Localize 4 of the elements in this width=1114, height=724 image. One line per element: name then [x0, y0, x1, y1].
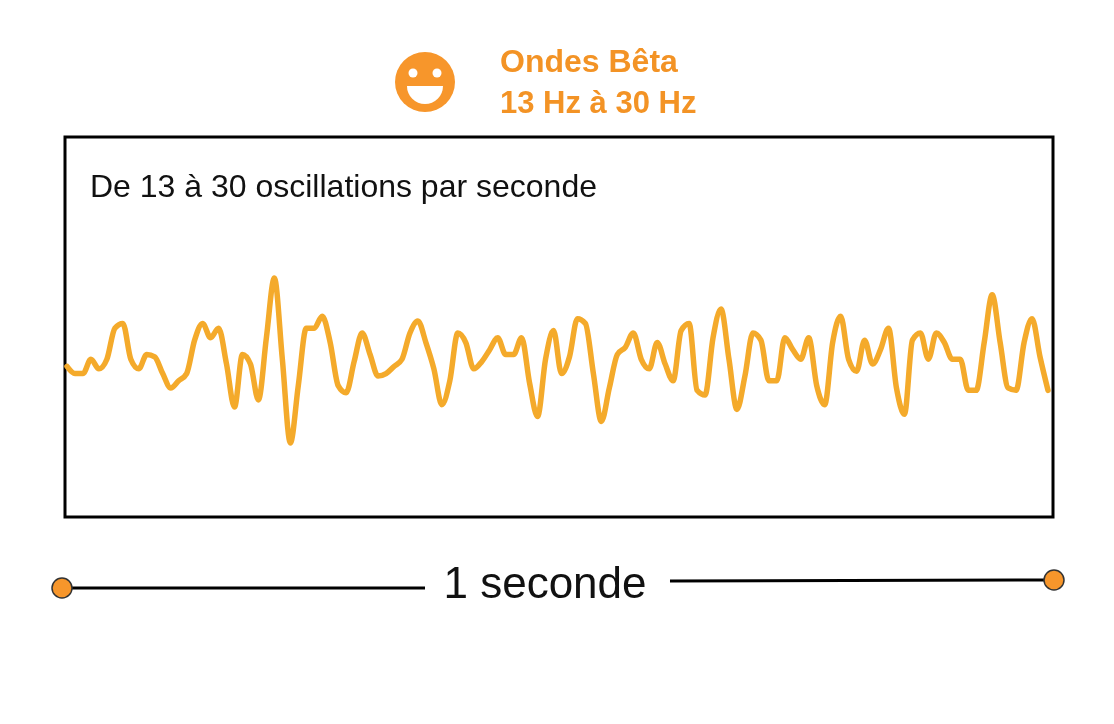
text: De 13 à 30 oscillations par seconde [90, 168, 597, 204]
text: 1 seconde [443, 558, 647, 607]
chart-title: Ondes Bêta [500, 43, 679, 79]
chart-subtitle: 13 Hz à 30 Hz [500, 85, 697, 120]
